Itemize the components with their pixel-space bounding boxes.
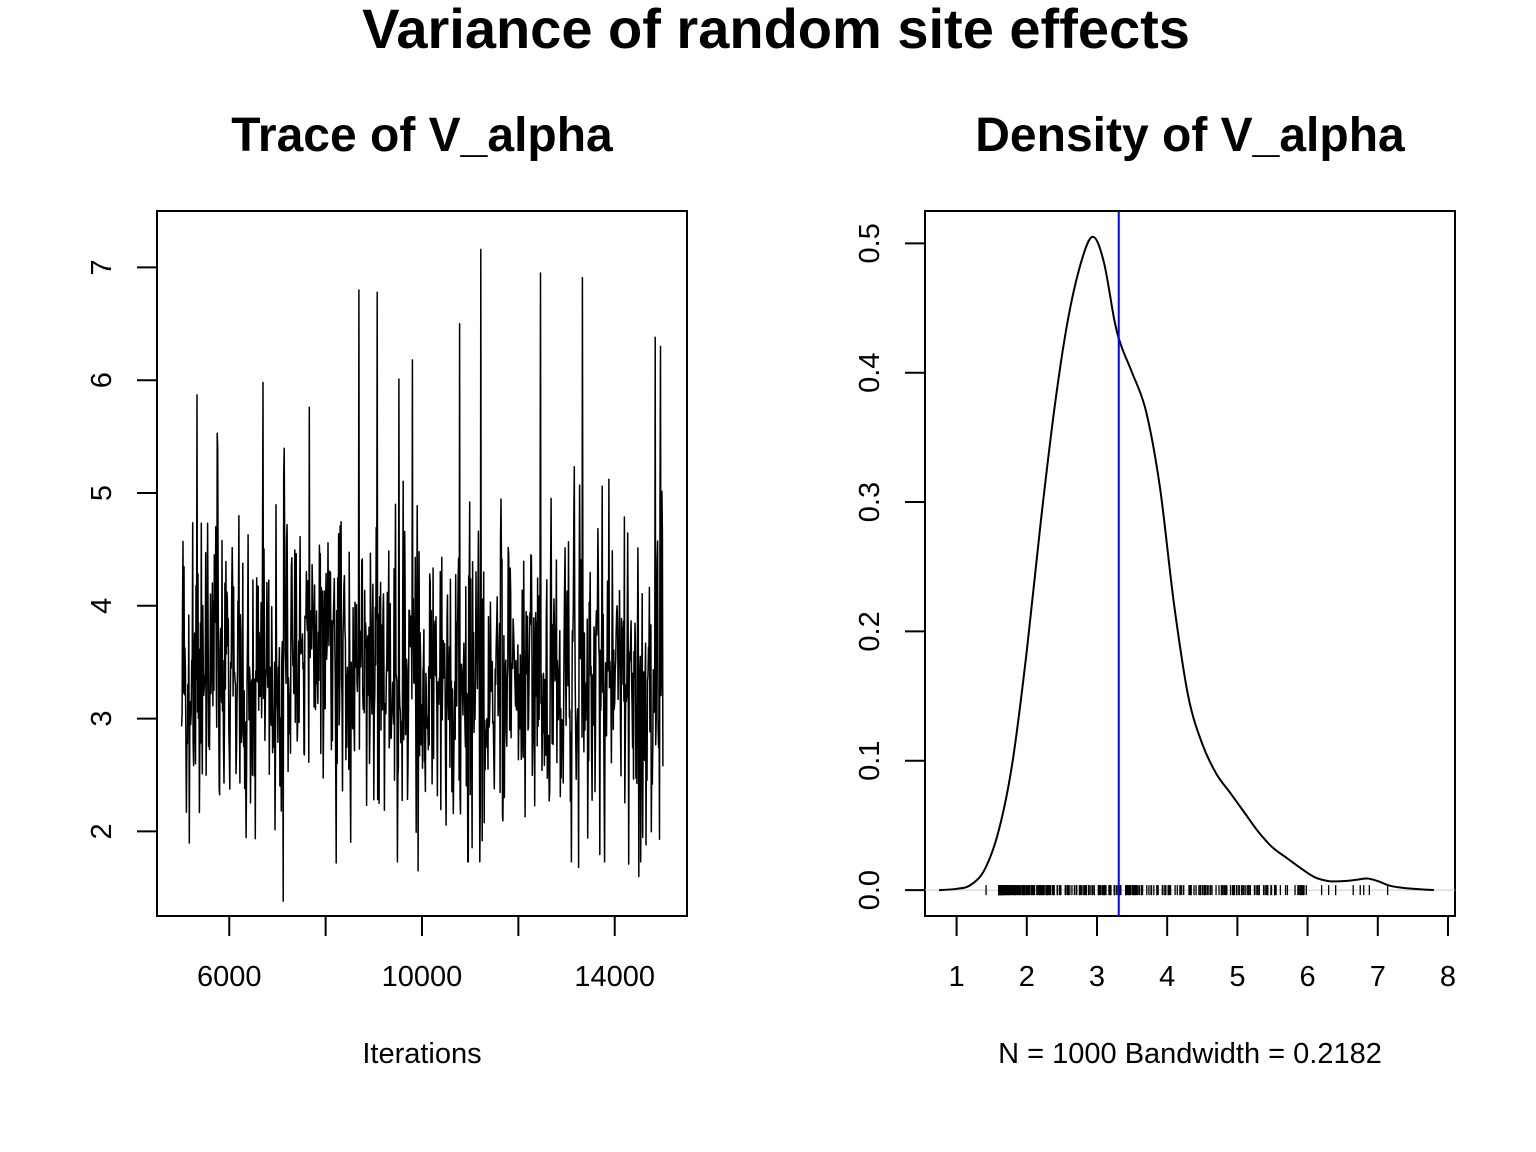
figure-title: Variance of random site effects: [362, 0, 1190, 60]
density-x-tick-label: 6: [1300, 961, 1316, 993]
trace-panel: Trace of V_alpha 6000 10000 14000 2 3 4 5 6 7 I…: [86, 109, 688, 1070]
density-x-label: N = 1000 Bandwidth = 0.2182: [998, 1038, 1382, 1070]
trace-y-tick-label: 7: [86, 259, 118, 275]
trace-x-axis: 6000 10000 14000: [197, 915, 655, 993]
trace-y-tick-label: 2: [86, 823, 118, 839]
density-x-tick-label: 4: [1159, 961, 1175, 993]
trace-y-tick-label: 6: [86, 372, 118, 388]
density-x-tick-label: 2: [1019, 961, 1035, 993]
trace-y-tick-label: 3: [86, 711, 118, 727]
trace-plot-frame: [156, 210, 688, 917]
density-y-tick-label: 0.4: [854, 353, 886, 393]
trace-x-tick-label: 14000: [574, 961, 655, 993]
density-y-tick-label: 0.5: [854, 223, 886, 263]
density-y-tick-label: 0.3: [854, 482, 886, 522]
trace-x-tick-label: 10000: [382, 961, 463, 993]
density-panel: Density of V_alpha 1 2 3 4 5 6 7 8 0.0 0.1 0.2 0.3…: [854, 109, 1456, 1070]
trace-title: Trace of V_alpha: [231, 109, 613, 162]
density-x-tick-label: 3: [1089, 961, 1105, 993]
density-y-tick-label: 0.0: [854, 870, 886, 910]
trace-series-line: [180, 248, 664, 903]
trace-x-tick-label: 6000: [197, 961, 262, 993]
density-y-tick-label: 0.2: [854, 611, 886, 651]
density-x-tick-label: 1: [949, 961, 965, 993]
density-x-tick-label: 5: [1229, 961, 1245, 993]
density-rug: [985, 885, 1389, 896]
trace-x-label: Iterations: [362, 1038, 481, 1070]
density-x-tick-label: 8: [1440, 961, 1456, 993]
density-x-axis: 1 2 3 4 5 6 7 8: [949, 915, 1456, 993]
density-y-axis: 0.0 0.1 0.2 0.3 0.4 0.5: [854, 223, 926, 910]
density-y-tick-label: 0.1: [854, 741, 886, 781]
trace-y-axis: 2 3 4 5 6 7: [86, 259, 158, 839]
trace-y-tick-label: 4: [86, 598, 118, 614]
density-x-tick-label: 7: [1370, 961, 1386, 993]
trace-y-tick-label: 5: [86, 485, 118, 501]
density-series-line: [938, 235, 1434, 892]
density-title: Density of V_alpha: [975, 109, 1405, 162]
